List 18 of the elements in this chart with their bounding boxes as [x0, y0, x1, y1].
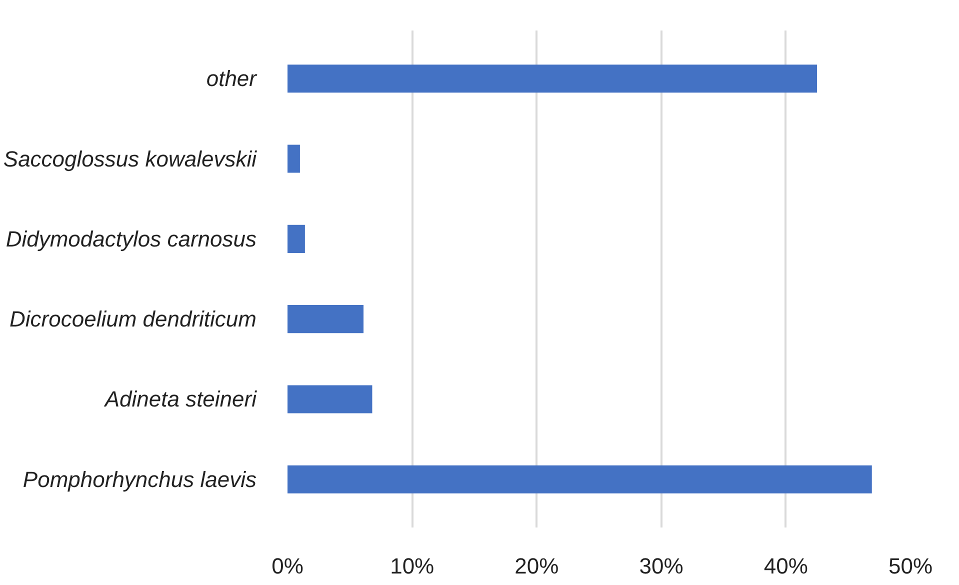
bar: [288, 144, 300, 173]
x-tick-label: 40%: [764, 554, 808, 578]
bar: [288, 224, 305, 253]
bar: [288, 385, 372, 414]
y-tick-label: other: [206, 66, 258, 92]
bar: [288, 305, 364, 334]
y-tick-label: Pomphorhynchus laevis: [22, 466, 257, 492]
y-tick-label: Adineta steineri: [102, 386, 258, 412]
x-tick-label: 30%: [639, 554, 684, 578]
y-tick-label: Saccoglossus kowalevskii: [3, 146, 258, 172]
y-tick-label: Didymodactylos carnosus: [6, 226, 257, 252]
x-tick-label: 20%: [514, 554, 559, 578]
bar: [288, 465, 872, 494]
bar: [288, 64, 818, 93]
x-tick-label: 50%: [888, 554, 933, 578]
x-tick-label: 0%: [272, 554, 304, 578]
y-tick-label: Dicrocoelium dendriticum: [10, 306, 257, 332]
x-tick-label: 10%: [390, 554, 434, 578]
